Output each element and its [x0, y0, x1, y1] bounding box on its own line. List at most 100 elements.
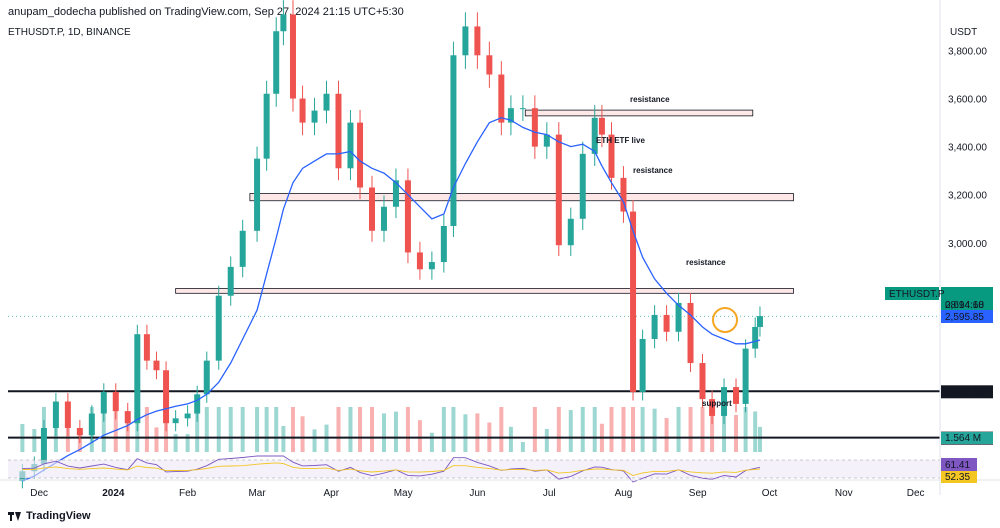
candle-body [699, 363, 706, 400]
annotations: resistance ETH ETF live resistance resistan… [596, 95, 738, 408]
volume-bar [264, 407, 269, 452]
time-tick-label: Feb [179, 488, 197, 499]
volume-bar [274, 407, 279, 452]
time-tick-label: Nov [835, 488, 853, 499]
price-axis: 3,800.00 3,600.00 3,400.00 3,200.00 3,000.00… [939, 0, 987, 495]
candle-body [620, 177, 627, 212]
candle-body [543, 134, 550, 147]
candle-body [323, 93, 330, 111]
time-tick-label: Mar [248, 488, 266, 499]
candle-body [462, 26, 469, 56]
volume-bar [463, 414, 468, 452]
candle-body [40, 427, 47, 465]
candle-body [380, 206, 387, 231]
volume-bar [358, 407, 363, 452]
candle-body [347, 122, 354, 169]
time-axis: Dec 2024 Feb Mar Apr May Jun Jul Aug Sep Oct Nov Dec [0, 479, 1000, 499]
candle-body [591, 117, 598, 154]
candle-body [555, 134, 562, 246]
volume-bar [676, 407, 681, 452]
time-tick-label: Dec [30, 488, 48, 499]
candle-body [416, 252, 423, 270]
volume-bar [381, 413, 386, 452]
rsi-ma-badge-text: 52.35 [945, 472, 970, 483]
volume-bar [429, 432, 434, 452]
candle-body [531, 108, 538, 147]
candles [19, 0, 763, 489]
ma-badge-text: 2,595.85 [945, 312, 984, 323]
last-price-badge-bg [941, 287, 993, 311]
volume-bar [405, 407, 410, 452]
volume-bar [592, 407, 597, 452]
candle-body [392, 180, 399, 207]
volume-bar [700, 407, 705, 452]
volume-badge: 1.564 M [941, 432, 993, 444]
candle-body [273, 31, 280, 94]
last-price-badge-text: 2,694.68 [945, 300, 984, 311]
candle-body [143, 334, 150, 361]
candle-body [172, 418, 179, 424]
time-tick-label: Dec [907, 488, 925, 499]
resistance-zones [175, 109, 794, 294]
candle-body [486, 55, 493, 75]
volume-bar [312, 429, 317, 452]
candle-body [134, 334, 141, 424]
candle-body [263, 93, 270, 159]
candle-body [64, 401, 71, 428]
volume-bar [753, 411, 758, 452]
volume-bar [113, 410, 118, 452]
volume-bar [722, 407, 727, 452]
rsi-line [22, 455, 761, 483]
candle-body [428, 262, 435, 270]
volume-bar [580, 407, 585, 452]
candle-body [153, 360, 160, 371]
rsi-pane [8, 455, 940, 483]
price-tick-label: 3,000.00 [948, 239, 987, 250]
volume-bar [520, 442, 525, 452]
volume-bar [336, 407, 341, 452]
price-tick-label: 3,400.00 [948, 143, 987, 154]
volume-bar [757, 426, 762, 452]
candle-body [100, 391, 107, 414]
candle-body [579, 153, 586, 219]
rsi-ma-badge: 52.35 [941, 471, 977, 483]
candle-body [663, 314, 670, 332]
candle-body [608, 134, 615, 178]
time-tick-label: 2024 [102, 488, 125, 499]
volume-bar [734, 414, 739, 452]
annotation-support: support [702, 399, 732, 408]
rsi-band [8, 460, 940, 478]
annotation-resistance-mid: resistance [633, 166, 673, 175]
candle-body [498, 74, 505, 123]
volume-bar [640, 407, 645, 452]
symbol-line[interactable]: ETHUSDT.P, 1D, BINANCE [8, 27, 131, 38]
candle-body [203, 360, 210, 395]
volume-bar [688, 407, 693, 452]
candle-body [76, 427, 83, 436]
time-tick-label: Aug [615, 488, 633, 499]
ma-line [22, 117, 761, 482]
ma-badge: 2,595.85 [941, 310, 993, 323]
annotation-resistance-low: resistance [686, 258, 726, 267]
candle-body [88, 413, 95, 436]
candle-body [639, 338, 646, 392]
footer-brand[interactable]: TradingView [8, 510, 91, 522]
volume-bar [393, 411, 398, 452]
volume-bar [451, 407, 456, 452]
level-badge: 2,382.46 [941, 385, 993, 399]
time-tick-label: Jul [543, 488, 556, 499]
volume-bar [621, 407, 626, 452]
resistance-zone [249, 193, 794, 202]
candle-body [675, 302, 682, 332]
symbol-badge-text: ETHUSDT.P [889, 289, 945, 300]
candle-body [651, 314, 658, 339]
candle-body [519, 108, 526, 110]
last-price-badge: 2,694.68 [941, 287, 993, 311]
volume-bar [173, 434, 178, 452]
candle-body [687, 302, 694, 364]
rsi-ma-badge-bg [941, 471, 977, 483]
candle-body [254, 158, 261, 231]
candle-body [299, 98, 306, 123]
volume-bar [281, 426, 286, 452]
